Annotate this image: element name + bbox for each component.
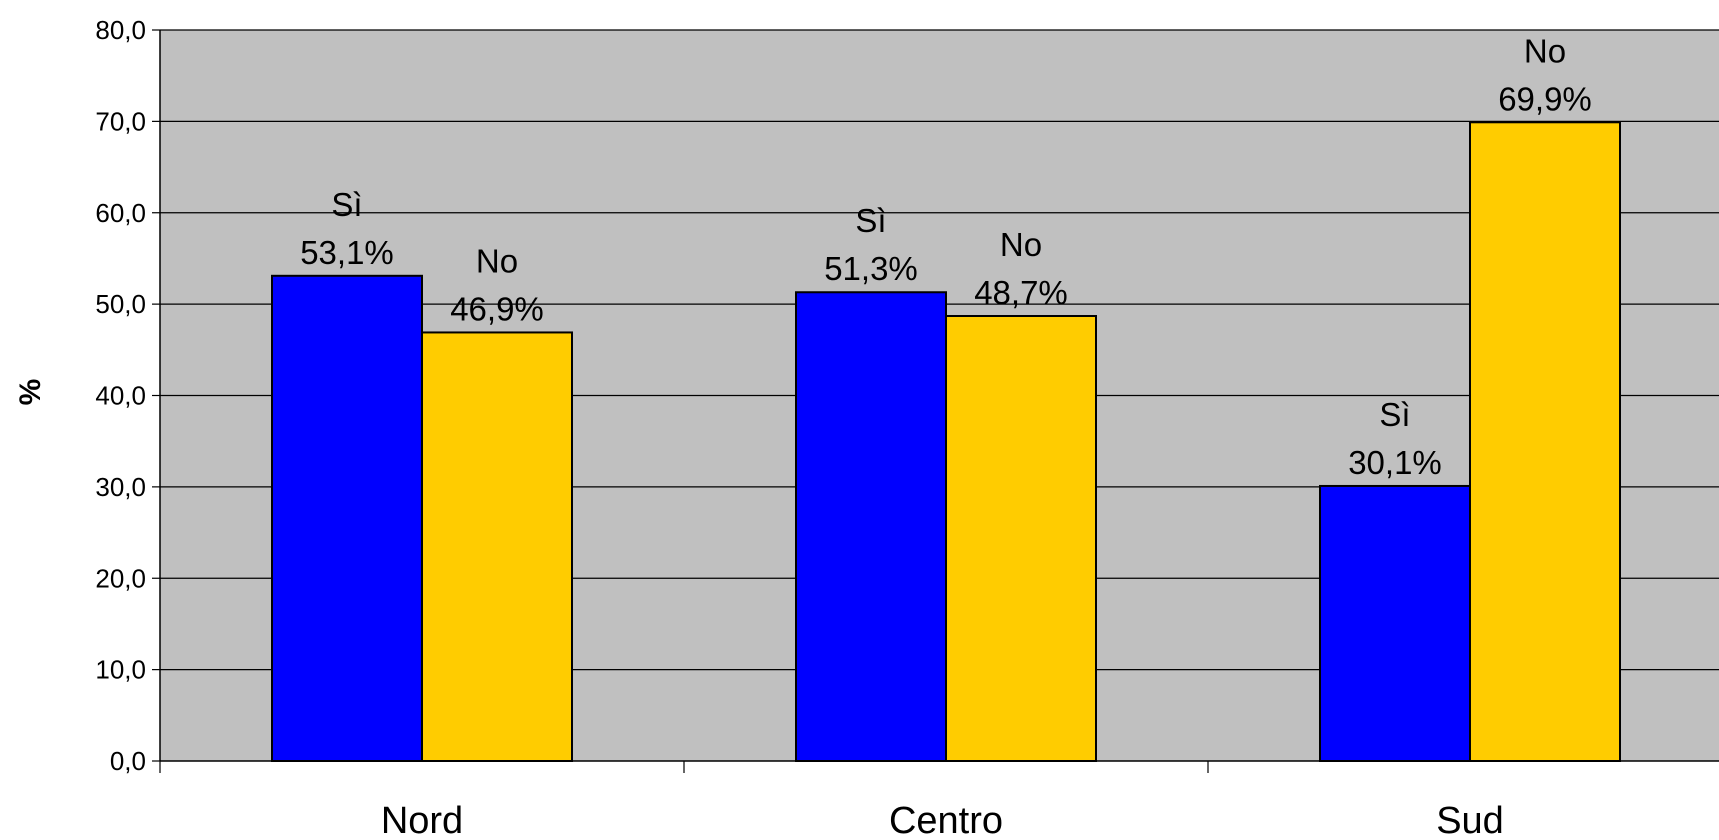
data-label-series: Sì [855,202,886,239]
data-label-value: 69,9% [1498,80,1592,117]
bar [1319,484,1471,762]
y-axis-title: % [14,379,47,406]
y-tick-label: 70,0 [95,106,146,136]
bar [1469,121,1621,762]
data-label-value: 30,1% [1348,444,1442,481]
axes: 0,0 10,0 20,0 30,0 40,0 50,0 60,0 70,0 80,0 Nord C… [95,15,1719,840]
y-tick-label: 30,0 [95,472,146,502]
y-tick-label: 40,0 [95,381,146,411]
data-label-value: 53,1% [300,234,394,271]
data-label-series: No [1524,32,1566,69]
y-tick-label: 20,0 [95,563,146,593]
bar [795,291,947,762]
bar [421,331,573,762]
y-tick-label: 80,0 [95,15,146,45]
y-tick-label: 50,0 [95,289,146,319]
bar [945,315,1097,762]
x-tick-label: Centro [889,800,1003,840]
data-label-series: No [1000,226,1042,263]
y-tick-label: 10,0 [95,655,146,685]
x-tick-label: Nord [381,800,463,840]
data-labels: Sì 53,1% No 46,9% Sì 51,3% No 48,7% Sì 30,1% No 69,… [300,32,1592,481]
data-label-series: Sì [1379,396,1410,433]
data-label-series: No [476,242,518,279]
y-tick-label: 0,0 [110,746,146,776]
data-label-series: Sì [331,186,362,223]
x-tick-label: Sud [1436,800,1504,840]
bar [271,274,423,762]
data-label-value: 48,7% [974,274,1068,311]
data-label-value: 46,9% [450,290,544,327]
data-label-value: 51,3% [824,250,918,287]
bars [271,121,1621,762]
y-tick-label: 60,0 [95,198,146,228]
